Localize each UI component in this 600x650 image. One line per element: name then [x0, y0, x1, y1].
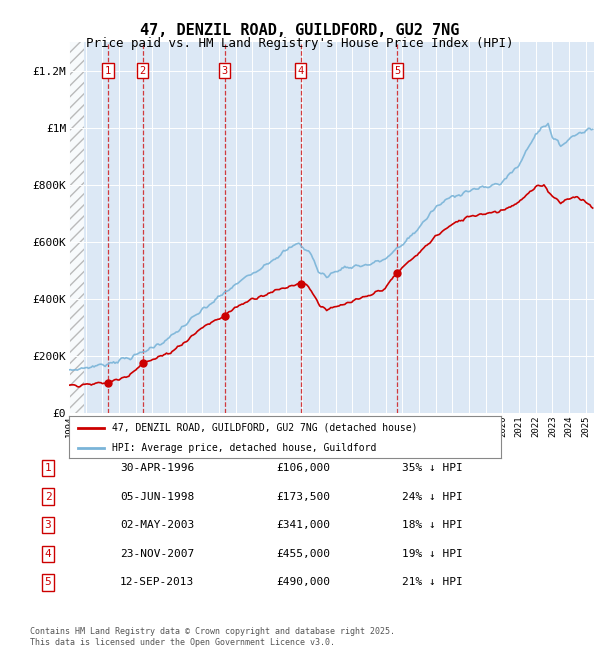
Text: 47, DENZIL ROAD, GUILDFORD, GU2 7NG (detached house): 47, DENZIL ROAD, GUILDFORD, GU2 7NG (det… — [112, 423, 418, 433]
Text: £490,000: £490,000 — [276, 577, 330, 588]
Text: 12-SEP-2013: 12-SEP-2013 — [120, 577, 194, 588]
Text: 5: 5 — [394, 66, 400, 76]
Text: 30-APR-1996: 30-APR-1996 — [120, 463, 194, 473]
Text: 23-NOV-2007: 23-NOV-2007 — [120, 549, 194, 559]
Text: 1: 1 — [44, 463, 52, 473]
Text: 05-JUN-1998: 05-JUN-1998 — [120, 491, 194, 502]
Text: 21% ↓ HPI: 21% ↓ HPI — [402, 577, 463, 588]
Text: Price paid vs. HM Land Registry's House Price Index (HPI): Price paid vs. HM Land Registry's House … — [86, 37, 514, 50]
Text: 24% ↓ HPI: 24% ↓ HPI — [402, 491, 463, 502]
Text: 2: 2 — [140, 66, 146, 76]
Text: 3: 3 — [221, 66, 227, 76]
Text: Contains HM Land Registry data © Crown copyright and database right 2025.
This d: Contains HM Land Registry data © Crown c… — [30, 627, 395, 647]
Text: £173,500: £173,500 — [276, 491, 330, 502]
Text: 4: 4 — [298, 66, 304, 76]
Text: £341,000: £341,000 — [276, 520, 330, 530]
Text: £106,000: £106,000 — [276, 463, 330, 473]
Text: 3: 3 — [44, 520, 52, 530]
Text: £455,000: £455,000 — [276, 549, 330, 559]
Text: 5: 5 — [44, 577, 52, 588]
Text: 2: 2 — [44, 491, 52, 502]
Text: 1: 1 — [105, 66, 111, 76]
Text: HPI: Average price, detached house, Guildford: HPI: Average price, detached house, Guil… — [112, 443, 377, 452]
Text: 02-MAY-2003: 02-MAY-2003 — [120, 520, 194, 530]
Text: 19% ↓ HPI: 19% ↓ HPI — [402, 549, 463, 559]
Bar — [69, 42, 85, 413]
Text: 18% ↓ HPI: 18% ↓ HPI — [402, 520, 463, 530]
Text: 35% ↓ HPI: 35% ↓ HPI — [402, 463, 463, 473]
Text: 4: 4 — [44, 549, 52, 559]
Text: 47, DENZIL ROAD, GUILDFORD, GU2 7NG: 47, DENZIL ROAD, GUILDFORD, GU2 7NG — [140, 23, 460, 38]
